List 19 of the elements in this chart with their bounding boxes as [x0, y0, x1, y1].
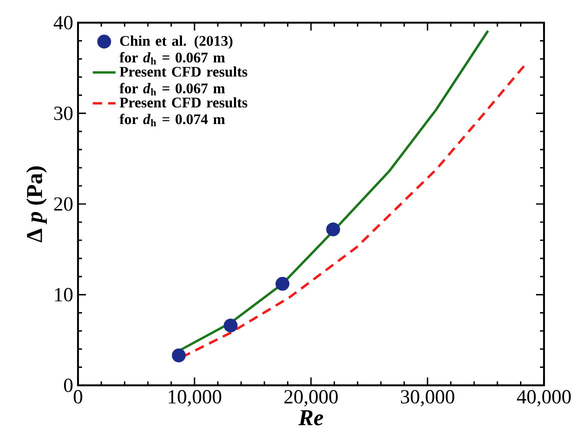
y-tick-label: 20 — [54, 197, 73, 211]
y-tick-label: 40 — [54, 16, 73, 30]
x-tick-label: 30,000 — [400, 390, 454, 407]
point — [276, 277, 290, 291]
x-tick-label: 0 — [74, 390, 82, 404]
x-tick-label: 10,000 — [168, 390, 222, 407]
y-tick-label: 0 — [64, 378, 73, 392]
point — [224, 318, 238, 333]
x-axis-title: Re — [298, 410, 324, 426]
legend-label: Present CFD results for d$_{h}$ = 0.074 m — [120, 97, 248, 126]
legend-label: Present CFD results for d$_{h}$ = 0.067 m — [120, 66, 248, 96]
x-tick-label: 40,000 — [516, 390, 571, 407]
point — [172, 348, 186, 363]
x-tick-label: 20,000 — [284, 390, 338, 407]
legend-label: Chin et al. (2013) for d$_{h}$ = 0.067 m — [120, 36, 232, 65]
y-axis-title: Δ p (Pa) — [26, 166, 47, 242]
y-tick-label: 10 — [55, 288, 73, 302]
y-tick-label: 30 — [54, 106, 73, 120]
point — [326, 222, 340, 236]
